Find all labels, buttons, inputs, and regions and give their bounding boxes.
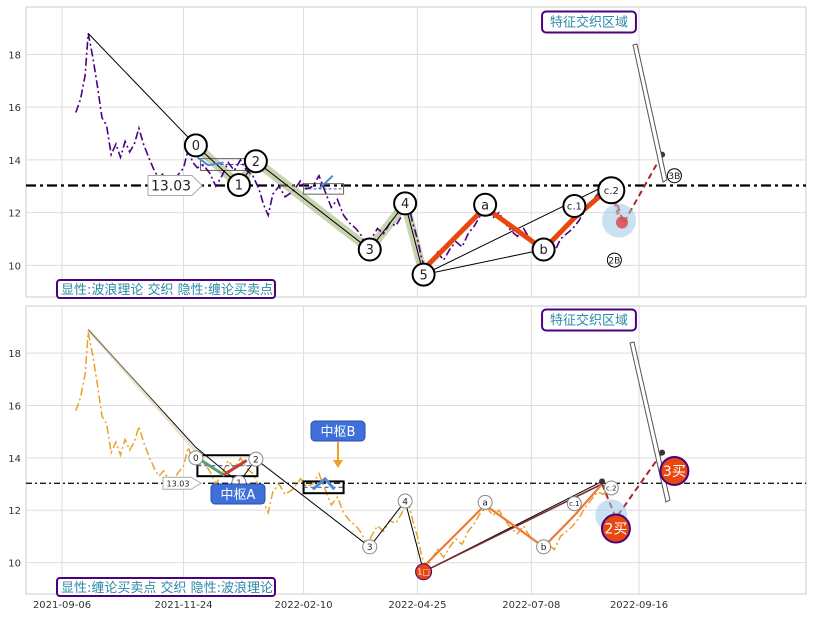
wave-label-c-1-marker — [562, 194, 587, 219]
refline-callout: 13.03 — [167, 479, 190, 488]
buy-point-0-marker — [415, 563, 433, 581]
refline-callout-box — [162, 476, 202, 490]
wave-label-1-marker — [226, 172, 251, 197]
y-tick-label: 10 — [8, 261, 21, 272]
wave-label-c-1: c.1 — [569, 500, 580, 508]
y-tick-label: 18 — [8, 50, 21, 61]
wave-label-2-marker — [248, 451, 264, 467]
refline-callout: 13.03 — [151, 178, 191, 194]
wave-label-a-marker — [477, 494, 493, 510]
wave-label-1: 1 — [235, 179, 243, 194]
buy-point-1-marker — [600, 513, 631, 544]
x-tick-label: 2022-04-25 — [388, 600, 446, 611]
footer-box — [56, 279, 276, 299]
zhongshu-b-label-box — [310, 420, 366, 442]
zhongshu-a-up — [222, 459, 248, 477]
wave-label-c-1: c.1 — [567, 202, 582, 213]
x-tick-label: 2022-02-10 — [275, 600, 333, 611]
zhongshu-a-label-box — [210, 483, 266, 505]
pointer — [632, 43, 668, 183]
y-tick-label: 10 — [8, 559, 21, 570]
price-series — [75, 332, 611, 570]
zhongshu-b-path — [311, 476, 336, 491]
y-tick-label: 12 — [8, 209, 21, 220]
y-tick-label: 12 — [8, 506, 21, 517]
y-tick-label: 16 — [8, 401, 21, 412]
wave-label-a: a — [481, 198, 489, 213]
buy-point-1: 2买 — [604, 522, 627, 538]
wave-label-2: 2 — [253, 455, 259, 465]
footer-text: 显性:波浪理论 交织 隐性:缠论买卖点 — [61, 282, 273, 298]
feature-zone-label: 特征交织区域 — [550, 15, 628, 31]
wave-label-2B: 2B — [608, 256, 620, 266]
buy-point-0: 1□ — [417, 568, 430, 577]
wave-label-c-2: c.2 — [604, 186, 619, 197]
wave-label-3B-marker — [666, 168, 682, 184]
mini-up-b — [318, 174, 334, 190]
y-tick-label: 16 — [8, 103, 21, 114]
wave-label-3B: 3B — [668, 172, 680, 182]
wave-label-b: b — [541, 543, 547, 553]
y-tick-label: 18 — [8, 349, 21, 360]
bottom-panel: 10 12 14 16 18 2021-09-06 2021-11-24 2022-02-10… — [8, 305, 807, 611]
feature-zone-label-box — [541, 10, 637, 34]
wave-label-0-marker — [183, 133, 208, 158]
wave-label-3: 3 — [366, 243, 374, 258]
y-tick-label: 14 — [8, 156, 21, 167]
x-tick-label: 2022-07-08 — [502, 600, 560, 611]
wave-label-4-marker — [397, 493, 413, 509]
wave-label-4-marker — [393, 191, 418, 216]
wave-label-5-marker — [411, 262, 436, 287]
wave-label-2-marker — [243, 149, 268, 174]
footer-text: 显性:缠论买卖点 交织 隐性:波浪理论 — [61, 580, 273, 596]
wave-label-4: 4 — [401, 197, 409, 212]
buy-point-2-marker — [659, 455, 690, 486]
wave-shadow — [87, 328, 198, 453]
top-panel: 10 12 14 16 18 0 12 3 4 5 a b c.1 c.2 2B 3B 特征交织区域 13.03 显… — [8, 6, 807, 299]
wave-line — [87, 329, 603, 573]
wave-label-c-1-marker — [566, 496, 582, 512]
wave-label-b-marker — [536, 539, 552, 555]
zhongshu-b-label: 中枢B — [321, 425, 356, 440]
zhongshu-a-label: 中枢A — [221, 488, 256, 503]
wave-label-0: 0 — [192, 139, 200, 154]
c2-dot — [599, 478, 606, 485]
wave-label-c-2-marker — [603, 480, 619, 496]
feature-zone-label: 特征交织区域 — [550, 313, 628, 329]
wave-label-5: 5 — [419, 268, 427, 283]
x-tick-label: 2021-09-06 — [33, 600, 91, 611]
price-series — [75, 33, 611, 273]
wave-label-3: 3 — [367, 543, 373, 553]
projection-dash — [601, 452, 663, 521]
wave-label-0: 0 — [193, 454, 199, 464]
wave-label-a-marker — [473, 192, 498, 217]
x-tick-label: 2021-11-24 — [154, 600, 212, 611]
wave-label-3-marker — [362, 539, 378, 555]
buy-point-2: 3买 — [663, 464, 686, 480]
wave-label-b-marker — [531, 237, 556, 262]
wave-label-0-marker — [188, 450, 204, 466]
halo-2b-core — [615, 216, 628, 229]
wave-label-4: 4 — [402, 497, 408, 507]
wave-label-c-2: c.2 — [606, 484, 617, 492]
wave-label-2: 2 — [252, 155, 260, 170]
footer-box — [56, 577, 276, 597]
y-tick-label: 14 — [8, 454, 21, 465]
projection-end — [659, 449, 666, 456]
wave-aux-line — [423, 249, 544, 276]
wave-label-c-2-marker — [597, 176, 626, 205]
wave-label-3-marker — [357, 237, 382, 262]
wave-label-2B-marker — [606, 252, 622, 268]
pointer — [629, 341, 671, 503]
plot-area — [25, 305, 807, 595]
mini-up-a — [196, 156, 224, 167]
feature-zone-label-box — [541, 308, 637, 332]
wave-label-a: a — [482, 499, 488, 509]
wave-label-b: b — [539, 243, 547, 258]
zhongshu-b-arrowhead — [333, 460, 343, 468]
refline-callout-box — [147, 174, 203, 196]
x-tick-label: 2022-09-16 — [610, 600, 668, 611]
